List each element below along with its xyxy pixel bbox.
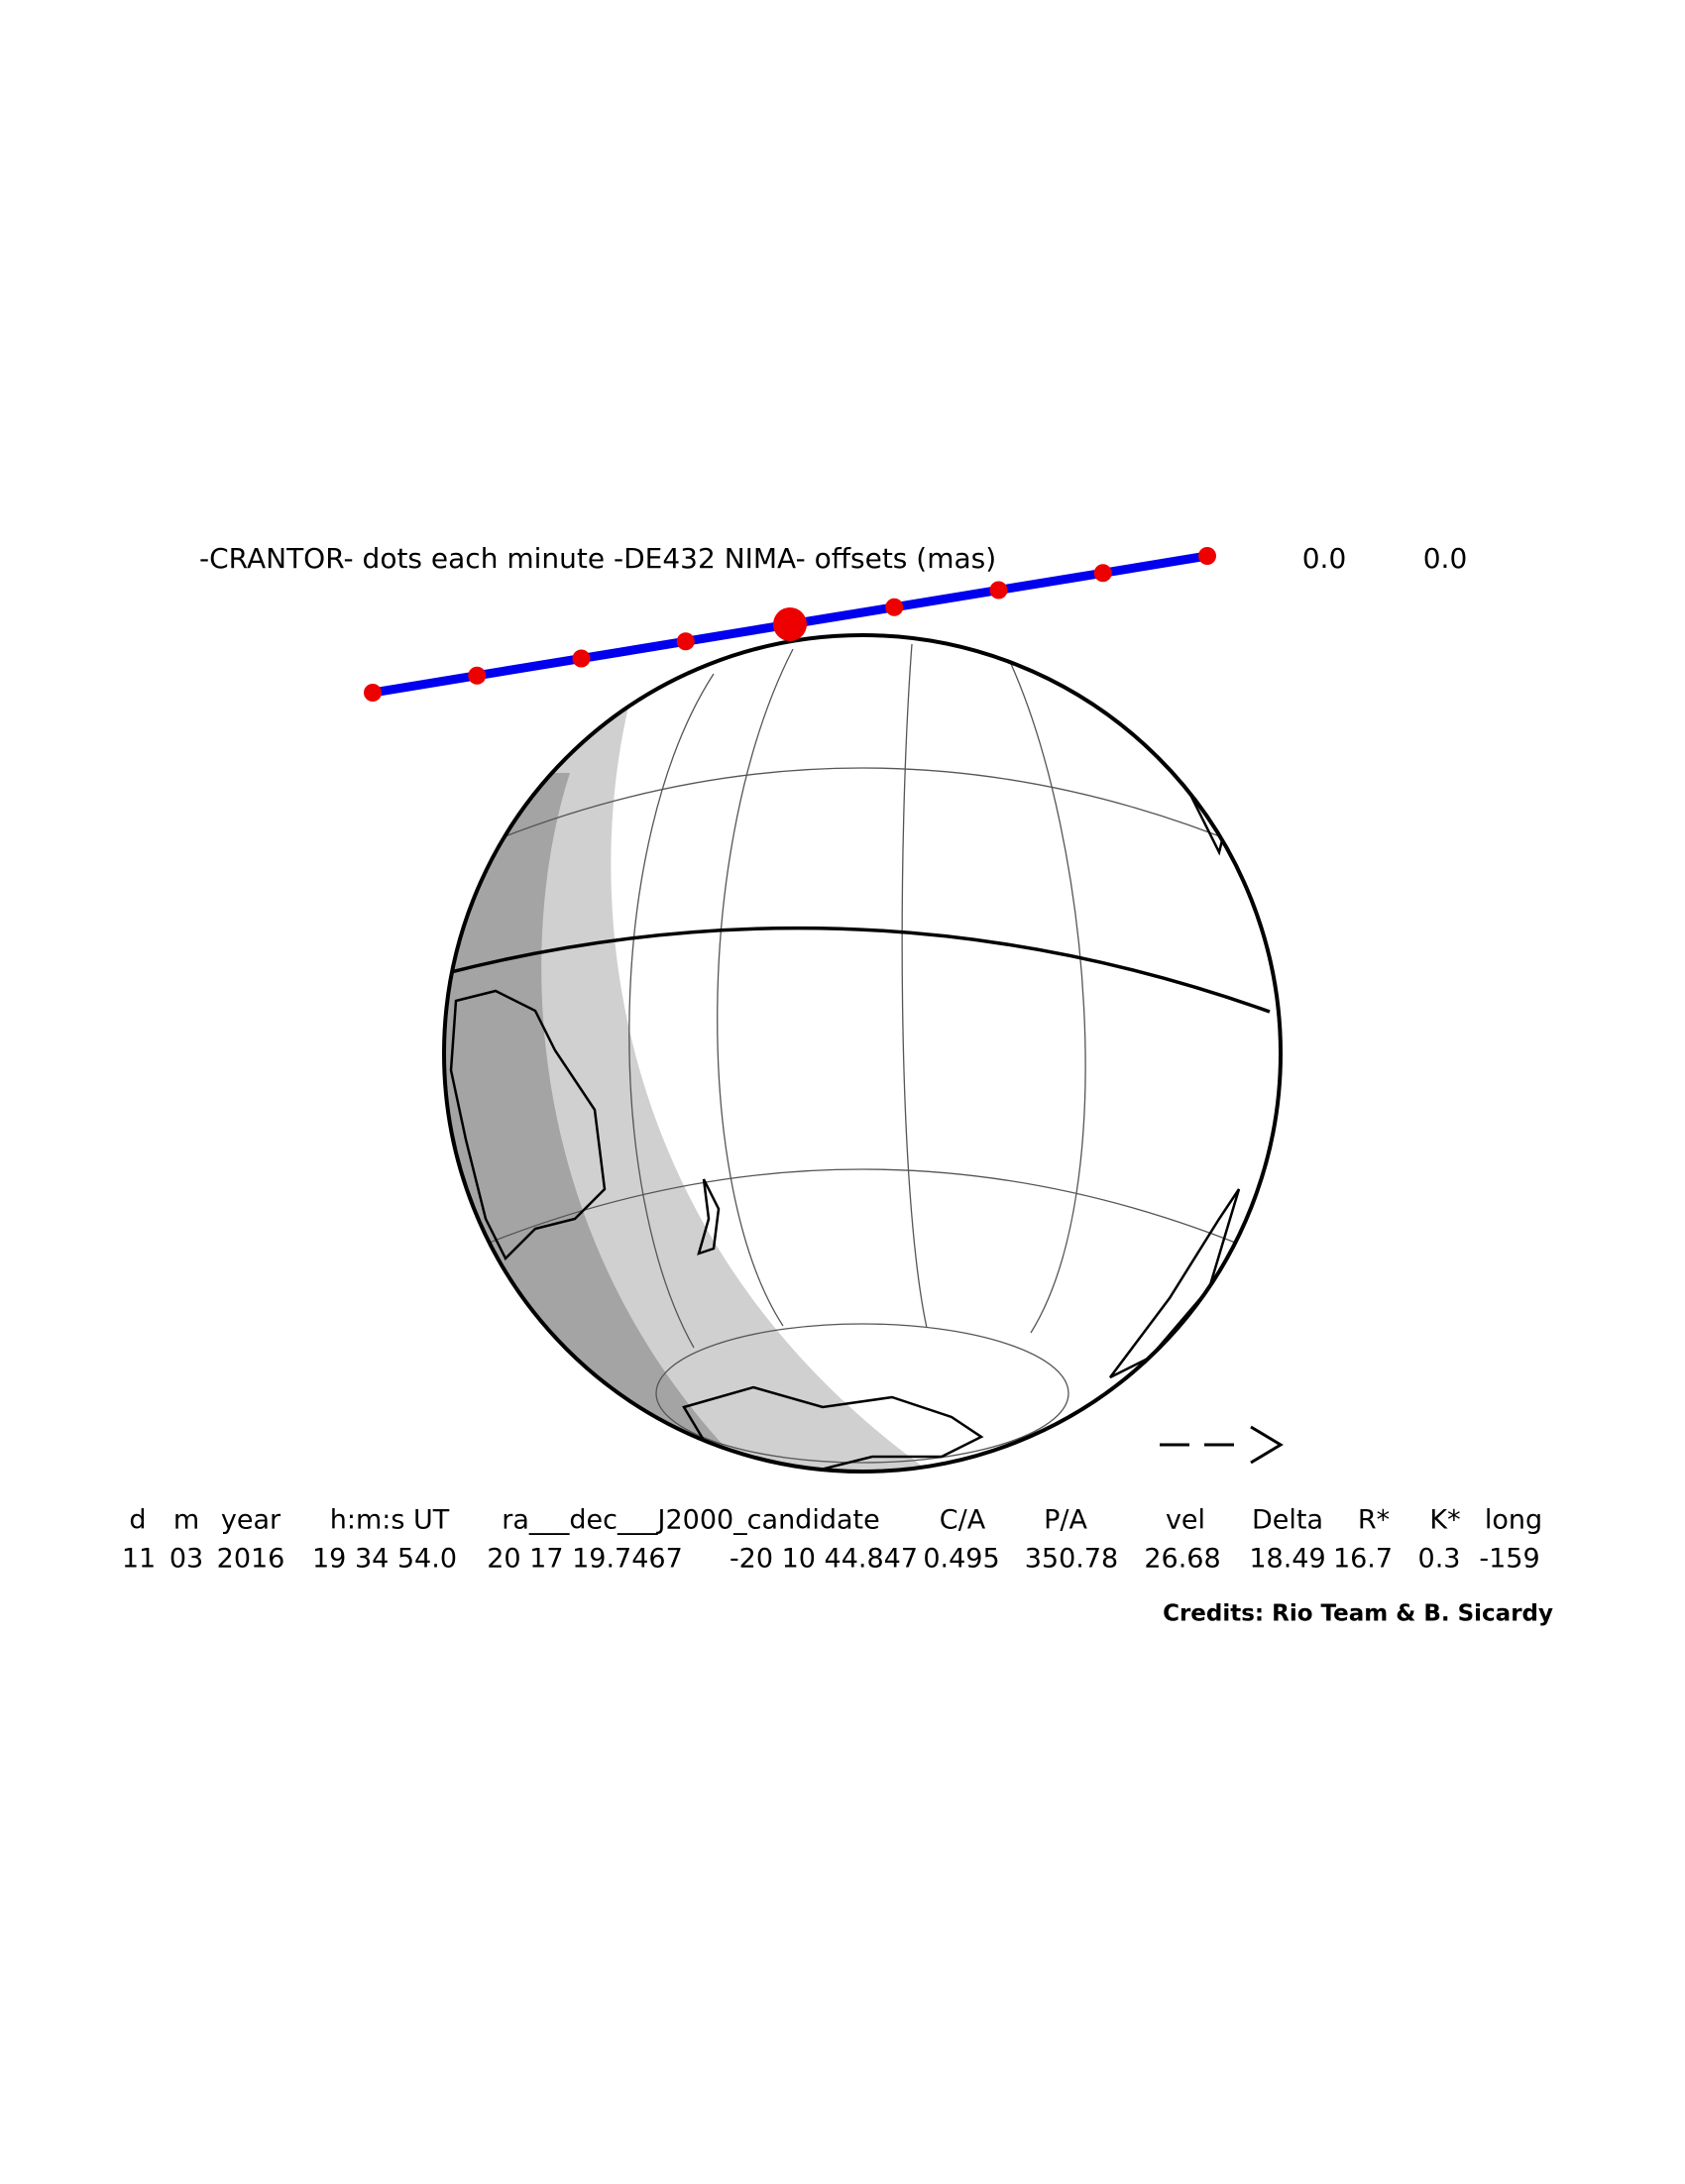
offset-dec: 0.0 [1423,542,1468,575]
minute-dot [885,598,904,616]
column-header: K* [1429,1505,1460,1536]
column-header: d [129,1505,146,1536]
offset-ra: 0.0 [1302,542,1347,575]
table-cell: 19 34 54.0 [312,1544,457,1575]
column-header: ra___dec___J2000_candidate [502,1505,879,1536]
table-cell: -20 10 44.847 [730,1544,918,1575]
column-header: m [173,1505,199,1536]
table-cell: 350.78 [1025,1544,1118,1575]
column-header: Delta [1252,1505,1323,1536]
direction-arrow [1160,1425,1284,1465]
column-header: long [1485,1505,1542,1536]
minute-dot [468,666,487,685]
table-cell: 18.49 [1249,1544,1325,1575]
credits: Credits: Rio Team & B. Sicardy [1163,1601,1553,1627]
shadow-track [364,547,1216,702]
table-cell: 2016 [217,1544,285,1575]
column-header: P/A [1044,1505,1087,1536]
table-cell: 0.495 [923,1544,999,1575]
minute-dot [572,649,591,668]
minute-dot [1093,564,1112,583]
minute-dot [989,581,1008,600]
table-cell: 26.68 [1144,1544,1220,1575]
table-cell: 16.7 [1333,1544,1393,1575]
column-header: vel [1166,1505,1205,1536]
minute-dot [676,632,695,651]
column-header: year [221,1505,281,1536]
table-cell: 0.3 [1418,1544,1461,1575]
table-cell: 11 [122,1544,156,1575]
column-header: h:m:s UT [330,1505,450,1536]
closest-approach-dot [773,607,807,641]
minute-dot [1198,547,1216,565]
table-cell: 20 17 19.7467 [487,1544,683,1575]
globe [442,633,1283,1474]
map-title: -CRANTOR- dots each minute -DE432 NIMA- … [199,542,996,575]
table-cell: -159 [1479,1544,1539,1575]
table-cell: 03 [169,1544,203,1575]
column-header: R* [1358,1505,1390,1536]
column-header: C/A [940,1505,986,1536]
minute-dot [364,684,382,702]
